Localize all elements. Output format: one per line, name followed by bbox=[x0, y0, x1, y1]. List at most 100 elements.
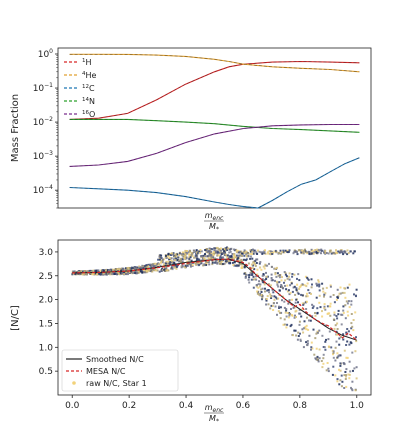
raw-nc-point bbox=[97, 269, 100, 272]
bottom-legend-swatch bbox=[72, 381, 76, 385]
raw-nc-point bbox=[150, 268, 153, 271]
raw-nc-point bbox=[191, 254, 194, 257]
raw-nc-point bbox=[265, 275, 268, 278]
raw-nc-point bbox=[252, 264, 254, 267]
raw-nc-point bbox=[145, 264, 148, 267]
raw-nc-point bbox=[343, 387, 346, 389]
raw-nc-point bbox=[195, 256, 198, 259]
raw-nc-point bbox=[338, 368, 340, 371]
raw-nc-point bbox=[306, 344, 309, 347]
raw-nc-point bbox=[327, 252, 330, 255]
raw-nc-point bbox=[315, 282, 318, 285]
raw-nc-point bbox=[205, 264, 208, 266]
raw-nc-point bbox=[134, 267, 137, 270]
raw-nc-point bbox=[237, 264, 240, 267]
raw-nc-point bbox=[306, 276, 309, 279]
raw-nc-point bbox=[190, 259, 193, 262]
raw-nc-point bbox=[265, 278, 268, 280]
raw-nc-point bbox=[329, 285, 332, 288]
raw-nc-point bbox=[349, 370, 352, 373]
raw-nc-point bbox=[249, 252, 252, 255]
raw-nc-point bbox=[343, 291, 346, 294]
raw-nc-point bbox=[241, 265, 244, 268]
raw-nc-point bbox=[199, 251, 202, 254]
raw-nc-point bbox=[344, 296, 347, 299]
raw-nc-point bbox=[77, 272, 80, 275]
raw-nc-point bbox=[170, 252, 173, 255]
raw-nc-point bbox=[284, 284, 286, 287]
raw-nc-point bbox=[160, 261, 162, 264]
raw-nc-point bbox=[238, 263, 241, 266]
raw-nc-point bbox=[345, 385, 348, 388]
raw-nc-point bbox=[214, 250, 217, 253]
raw-nc-point bbox=[173, 255, 176, 258]
raw-nc-point bbox=[214, 260, 217, 263]
raw-nc-point bbox=[265, 303, 268, 306]
bottom-ylabel: [N/C] bbox=[10, 305, 21, 331]
raw-nc-point bbox=[195, 254, 198, 257]
raw-nc-point bbox=[342, 338, 345, 341]
raw-nc-point bbox=[273, 295, 276, 298]
raw-nc-point bbox=[219, 262, 221, 265]
raw-nc-point bbox=[154, 269, 157, 272]
raw-nc-point bbox=[281, 287, 284, 290]
raw-nc-point bbox=[329, 284, 332, 287]
raw-nc-point bbox=[225, 261, 228, 264]
raw-nc-point bbox=[273, 267, 276, 270]
raw-nc-point bbox=[315, 347, 318, 350]
raw-nc-point bbox=[314, 357, 317, 360]
raw-nc-point bbox=[322, 287, 325, 290]
raw-nc-point bbox=[304, 250, 307, 253]
raw-nc-point bbox=[101, 269, 104, 272]
raw-nc-point bbox=[292, 306, 295, 309]
raw-nc-point bbox=[299, 285, 302, 288]
bottom-legend-entry: raw N/C, Star 1 bbox=[86, 379, 147, 388]
raw-nc-point bbox=[285, 275, 288, 278]
raw-nc-point bbox=[156, 269, 159, 272]
raw-nc-point bbox=[218, 249, 221, 252]
raw-nc-point bbox=[339, 362, 342, 365]
raw-nc-point bbox=[164, 265, 166, 268]
raw-nc-point bbox=[310, 341, 313, 344]
raw-nc-point bbox=[305, 295, 308, 298]
raw-nc-point bbox=[270, 251, 273, 254]
raw-nc-point bbox=[243, 252, 246, 254]
raw-nc-point bbox=[191, 264, 194, 267]
raw-nc-point bbox=[151, 270, 154, 273]
raw-nc-point bbox=[251, 257, 254, 260]
raw-nc-point bbox=[300, 293, 303, 296]
raw-nc-point bbox=[256, 273, 259, 276]
raw-nc-point bbox=[311, 252, 314, 255]
raw-nc-point bbox=[200, 262, 203, 265]
raw-nc-point bbox=[292, 252, 295, 255]
raw-nc-point bbox=[169, 263, 172, 266]
raw-nc-point bbox=[345, 356, 348, 359]
raw-nc-point bbox=[181, 251, 184, 254]
raw-nc-point bbox=[310, 292, 312, 295]
raw-nc-point bbox=[333, 313, 336, 316]
top-series-line-h bbox=[69, 60, 360, 120]
raw-nc-point bbox=[270, 277, 273, 279]
raw-nc-point bbox=[288, 312, 290, 314]
raw-nc-point bbox=[279, 249, 282, 252]
raw-nc-point bbox=[347, 330, 350, 333]
raw-nc-point bbox=[347, 373, 350, 376]
raw-nc-point bbox=[351, 389, 354, 392]
raw-nc-point bbox=[324, 250, 327, 253]
raw-nc-point bbox=[199, 261, 202, 264]
raw-nc-point bbox=[286, 323, 289, 326]
raw-nc-point bbox=[98, 272, 101, 275]
raw-nc-point bbox=[244, 252, 247, 255]
raw-nc-point bbox=[224, 254, 227, 257]
raw-nc-point bbox=[285, 308, 288, 310]
raw-nc-point bbox=[260, 291, 263, 293]
raw-nc-point bbox=[315, 251, 318, 254]
raw-nc-point bbox=[317, 283, 320, 286]
raw-nc-point bbox=[224, 260, 227, 263]
raw-nc-point bbox=[340, 323, 343, 326]
raw-nc-point bbox=[332, 365, 335, 368]
raw-nc-point bbox=[306, 340, 309, 342]
raw-nc-point bbox=[264, 290, 266, 293]
raw-nc-point bbox=[110, 272, 113, 275]
